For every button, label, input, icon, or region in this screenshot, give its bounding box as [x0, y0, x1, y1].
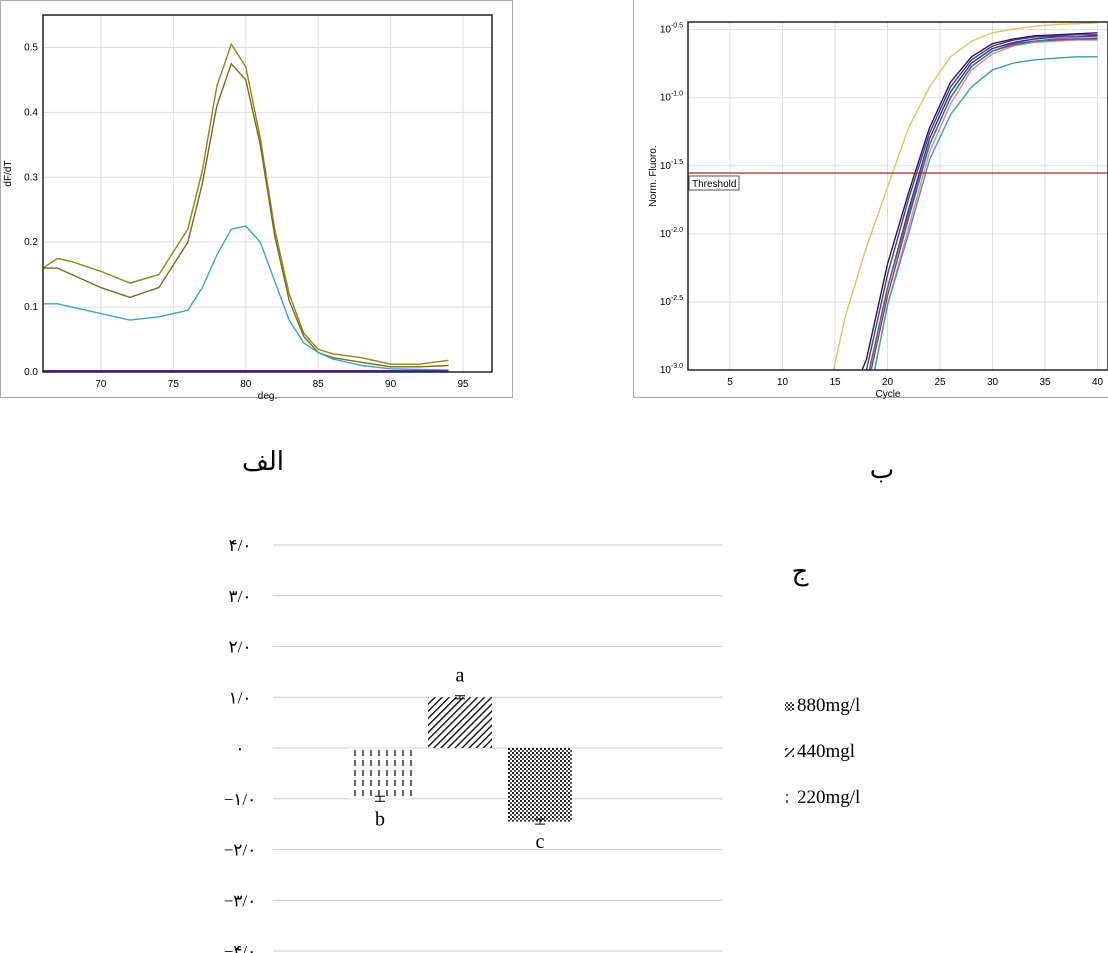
tick-base: 10: [660, 161, 672, 172]
x-tick-label: 80: [240, 379, 252, 390]
bar: [428, 697, 492, 748]
annotation: c: [536, 831, 545, 853]
data-line: [873, 56, 1098, 370]
legend-swatch: [785, 702, 794, 711]
y-tick-label: ۴/۰: [229, 536, 252, 555]
tick-base: 10: [660, 365, 672, 376]
legend-label: 880mg/l: [797, 695, 860, 716]
data-line: [43, 62, 449, 368]
tick-exponent: -0.5: [671, 23, 683, 30]
threshold-label: Threshold: [692, 179, 736, 190]
legend-swatch: [785, 794, 794, 803]
y-tick-label: 0.3: [24, 172, 38, 183]
data-line: [868, 38, 1098, 370]
error-bar: [535, 818, 545, 825]
y-tick-label: 10-0.5: [660, 23, 683, 36]
x-tick-label: 75: [168, 379, 180, 390]
x-tick-label: 90: [385, 379, 397, 390]
y-tick-label: −۳/۰: [224, 891, 257, 910]
tick-exponent: -1.5: [671, 159, 683, 166]
y-tick-label: ۳/۰: [229, 587, 252, 606]
x-tick-label: 15: [829, 377, 841, 388]
tick-base: 10: [660, 297, 672, 308]
x-axis-title: Cycle: [875, 389, 900, 400]
plot-lines: [832, 22, 1098, 370]
data-line: [861, 32, 1098, 370]
data-line: [865, 34, 1098, 370]
x-tick-label: 70: [95, 379, 107, 390]
tick-base: 10: [660, 93, 672, 104]
x-tick-label: 40: [1092, 377, 1104, 388]
x-tick-label: 5: [727, 377, 733, 388]
bar: [348, 748, 412, 799]
x-tick-label: 95: [457, 379, 469, 390]
legend-swatch: [785, 748, 794, 757]
y-tick-label: 0.0: [24, 367, 38, 378]
y-tick-label: 10-1.5: [660, 159, 683, 172]
x-tick-label: 10: [777, 377, 789, 388]
bar: [508, 748, 572, 822]
annotation: b: [375, 808, 385, 830]
data-line: [832, 22, 1098, 370]
y-axis-title: dF/dT: [3, 160, 14, 186]
tick-base: 10: [660, 25, 672, 36]
y-tick-label: −۴/۰: [224, 942, 257, 953]
error-bar: [375, 795, 385, 802]
plot-frame: [42, 14, 493, 373]
threshold-box: [688, 175, 740, 191]
x-axis-title: deg.: [258, 391, 277, 402]
error-bar: [455, 695, 465, 700]
y-tick-label: 0.5: [24, 42, 38, 53]
legend-label: 440mgl: [797, 741, 855, 762]
y-tick-label: −۱/۰: [224, 790, 257, 809]
y-tick-label: 0.4: [24, 107, 38, 118]
legend-label: 220mg/l: [797, 787, 860, 808]
x-tick-label: 20: [882, 377, 894, 388]
y-tick-label: −۲/۰: [224, 841, 257, 860]
y-tick-label: ۱/۰: [229, 688, 252, 707]
y-tick-label: 0.1: [24, 302, 38, 313]
y-tick-label: ۰: [235, 739, 244, 758]
panel-label: ب: [870, 455, 894, 485]
plot-frame: [687, 21, 1108, 371]
y-tick-label: ۲/۰: [229, 638, 252, 657]
x-tick-label: 30: [987, 377, 999, 388]
tick-exponent: -2.0: [671, 227, 683, 234]
x-tick-label: 25: [934, 377, 946, 388]
x-tick-label: 35: [1039, 377, 1051, 388]
panel-frame: [633, 0, 1108, 398]
data-line: [873, 39, 1098, 370]
panel-frame: [0, 0, 513, 398]
tick-exponent: -2.5: [671, 295, 683, 302]
y-tick-label: 10-1.0: [660, 91, 683, 104]
annotation: a: [456, 665, 465, 687]
y-tick-label: 0.2: [24, 237, 38, 248]
panel-label: الف: [242, 447, 284, 477]
data-line: [43, 225, 449, 371]
data-line: [43, 42, 449, 365]
y-tick-label: 10-2.5: [660, 295, 683, 308]
y-axis-title: Norm. Fluoro.: [648, 145, 659, 206]
y-tick-label: 10-3.0: [660, 363, 683, 376]
y-tick-label: 10-2.0: [660, 227, 683, 240]
tick-exponent: -3.0: [671, 363, 683, 370]
tick-base: 10: [660, 229, 672, 240]
x-tick-label: 85: [313, 379, 325, 390]
panel-label: ج: [792, 557, 809, 587]
tick-exponent: -1.0: [671, 91, 683, 98]
